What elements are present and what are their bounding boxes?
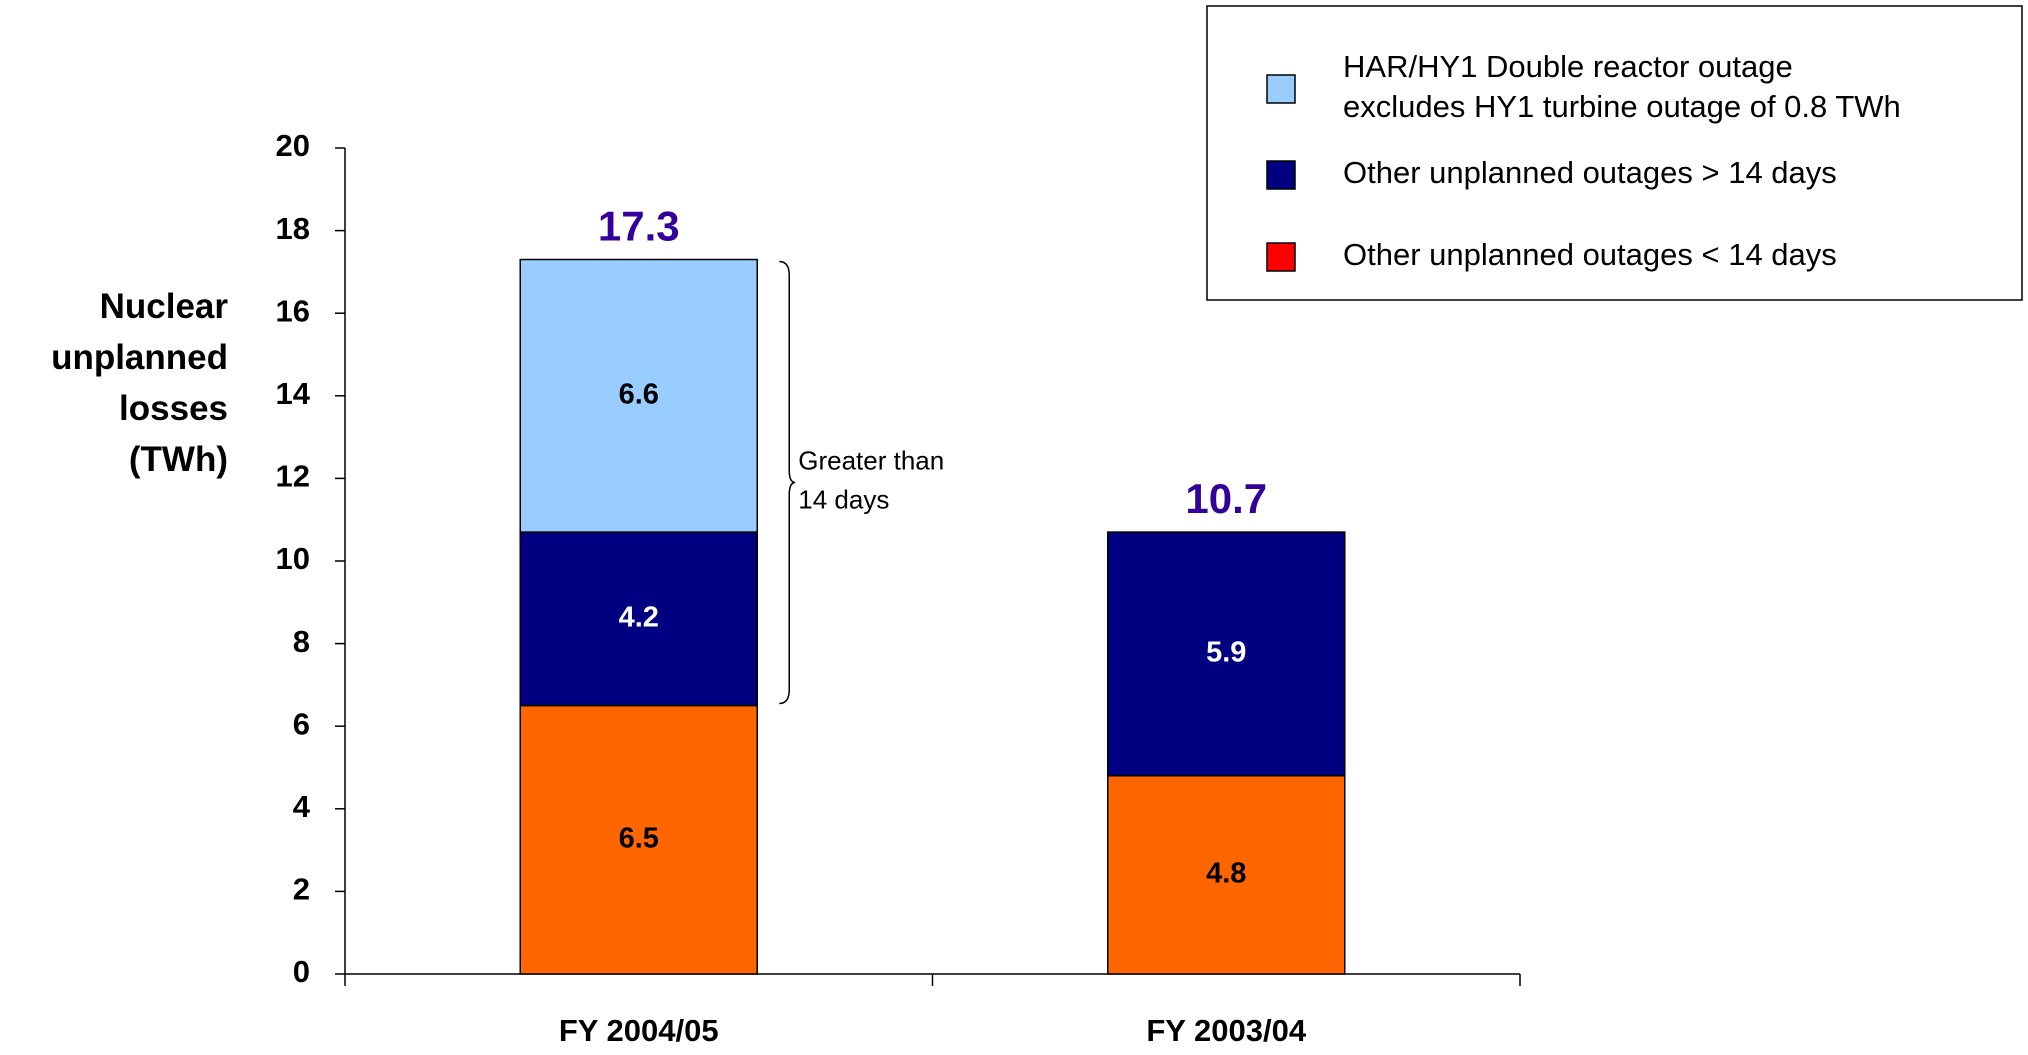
legend-box <box>1206 5 2023 301</box>
value-label: 4.2 <box>619 601 659 633</box>
x-tick-label: FY 2003/04 <box>1146 1013 1306 1048</box>
legend-swatch <box>1266 160 1296 190</box>
y-tick-label: 10 <box>276 541 310 576</box>
total-label: 10.7 <box>1185 475 1267 522</box>
legend-label: Other unplanned outages > 14 days <box>1343 155 1837 190</box>
y-tick-label: 14 <box>276 376 311 411</box>
total-label: 17.3 <box>598 203 680 250</box>
y-tick-label: 2 <box>293 872 310 907</box>
x-tick-label: FY 2004/05 <box>559 1013 719 1048</box>
value-label: 6.6 <box>619 378 659 410</box>
legend-label: Other unplanned outages < 14 days <box>1343 237 1837 272</box>
legend-swatch <box>1266 242 1296 272</box>
bar-segment <box>519 531 758 707</box>
bar-segment <box>1107 531 1346 777</box>
bar-segment <box>519 258 758 533</box>
brace <box>779 260 796 705</box>
legend-label: HAR/HY1 Double reactor outage excludes HY… <box>1343 49 1901 124</box>
y-tick-label: 20 <box>276 128 310 163</box>
y-tick-label: 16 <box>276 293 310 328</box>
legend-swatch <box>1266 74 1296 104</box>
bar-segment <box>519 704 758 975</box>
value-label: 4.8 <box>1206 858 1246 890</box>
value-label: 6.5 <box>619 822 659 854</box>
bar-segment <box>1107 775 1346 975</box>
y-tick-label: 12 <box>276 459 310 494</box>
y-axis-label: Nuclear unplanned losses (TWh) <box>51 287 228 479</box>
y-tick-label: 6 <box>293 706 310 741</box>
y-tick-label: 8 <box>293 624 310 659</box>
value-label: 5.9 <box>1206 637 1246 669</box>
y-tick-label: 0 <box>293 954 310 989</box>
annotation: Greater than 14 days <box>798 445 944 514</box>
y-tick-label: 4 <box>293 789 311 824</box>
y-tick-label: 18 <box>276 211 310 246</box>
